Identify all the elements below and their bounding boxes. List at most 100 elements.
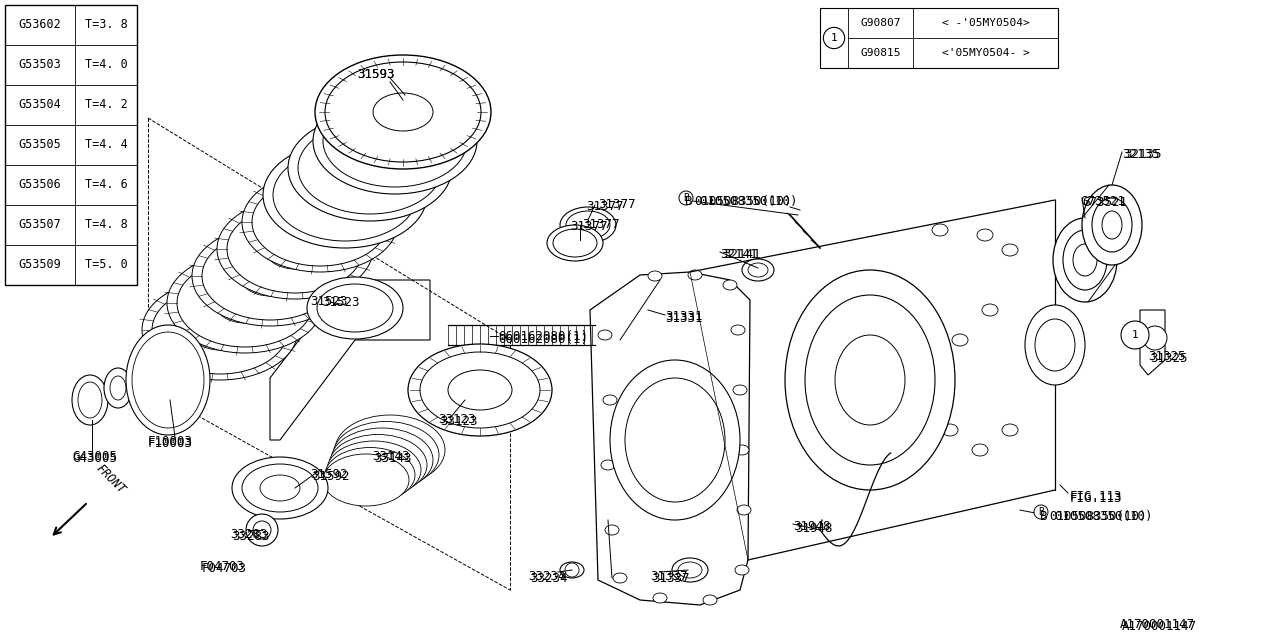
Text: 31523: 31523 bbox=[310, 295, 347, 308]
Ellipse shape bbox=[326, 441, 421, 499]
Text: F10003: F10003 bbox=[148, 435, 193, 448]
Circle shape bbox=[823, 28, 845, 49]
Text: A170001147: A170001147 bbox=[1120, 618, 1196, 631]
Ellipse shape bbox=[648, 271, 662, 281]
Text: 33123: 33123 bbox=[440, 415, 477, 428]
Circle shape bbox=[1121, 321, 1149, 349]
Ellipse shape bbox=[241, 256, 300, 296]
Text: 31337: 31337 bbox=[652, 572, 690, 585]
Text: 31377: 31377 bbox=[598, 198, 635, 211]
Ellipse shape bbox=[192, 226, 348, 326]
Ellipse shape bbox=[152, 286, 288, 374]
Text: 31331: 31331 bbox=[666, 312, 703, 325]
Text: 31377: 31377 bbox=[586, 200, 623, 213]
Text: F04703: F04703 bbox=[200, 560, 244, 573]
Ellipse shape bbox=[288, 115, 452, 221]
Ellipse shape bbox=[703, 595, 717, 605]
Ellipse shape bbox=[785, 270, 955, 490]
Ellipse shape bbox=[262, 142, 428, 248]
Text: B 010508350(10): B 010508350(10) bbox=[685, 195, 797, 208]
Ellipse shape bbox=[553, 229, 596, 257]
Text: 32141: 32141 bbox=[719, 248, 758, 261]
Ellipse shape bbox=[448, 370, 512, 410]
Ellipse shape bbox=[1082, 185, 1142, 265]
Text: F04703: F04703 bbox=[202, 562, 247, 575]
Ellipse shape bbox=[315, 176, 375, 214]
Text: 1: 1 bbox=[1132, 330, 1138, 340]
Ellipse shape bbox=[1102, 211, 1123, 239]
Text: 060162080(1): 060162080(1) bbox=[498, 330, 588, 343]
Circle shape bbox=[678, 191, 692, 205]
Ellipse shape bbox=[1053, 218, 1117, 302]
Ellipse shape bbox=[689, 270, 701, 280]
Ellipse shape bbox=[232, 457, 328, 519]
Text: 33143: 33143 bbox=[372, 450, 410, 463]
Text: G90807: G90807 bbox=[860, 18, 901, 28]
Ellipse shape bbox=[335, 415, 445, 485]
Text: 31523: 31523 bbox=[323, 296, 360, 309]
Text: T=3. 8: T=3. 8 bbox=[84, 19, 128, 31]
Ellipse shape bbox=[215, 283, 275, 323]
Text: B: B bbox=[684, 193, 689, 203]
Ellipse shape bbox=[110, 376, 125, 400]
Text: B: B bbox=[1038, 507, 1044, 517]
Text: < -'05MY0504>: < -'05MY0504> bbox=[942, 18, 1029, 28]
Text: T=5. 0: T=5. 0 bbox=[84, 259, 128, 271]
Text: T=4. 0: T=4. 0 bbox=[84, 58, 128, 72]
Text: G43005: G43005 bbox=[72, 450, 116, 463]
Ellipse shape bbox=[125, 325, 210, 435]
Ellipse shape bbox=[78, 382, 102, 418]
Ellipse shape bbox=[952, 334, 968, 346]
Ellipse shape bbox=[805, 295, 934, 465]
Ellipse shape bbox=[735, 445, 749, 455]
Ellipse shape bbox=[1002, 244, 1018, 256]
Text: 32135: 32135 bbox=[1123, 148, 1160, 161]
Text: 31592: 31592 bbox=[310, 468, 347, 481]
Ellipse shape bbox=[942, 424, 957, 436]
Circle shape bbox=[1143, 326, 1167, 350]
Ellipse shape bbox=[408, 344, 552, 436]
Ellipse shape bbox=[737, 505, 751, 515]
Text: A170001147: A170001147 bbox=[1123, 620, 1197, 633]
Ellipse shape bbox=[273, 149, 417, 241]
Text: 31592: 31592 bbox=[312, 470, 349, 483]
Text: F10003: F10003 bbox=[148, 437, 193, 450]
Bar bbox=[820, 8, 1059, 68]
Ellipse shape bbox=[420, 352, 540, 428]
Text: FRONT: FRONT bbox=[93, 461, 128, 496]
Ellipse shape bbox=[1025, 305, 1085, 385]
Ellipse shape bbox=[547, 225, 603, 261]
Text: T=4. 2: T=4. 2 bbox=[84, 99, 128, 111]
Ellipse shape bbox=[611, 360, 740, 520]
Text: 010508350(10): 010508350(10) bbox=[1050, 510, 1147, 523]
Circle shape bbox=[246, 514, 278, 546]
Ellipse shape bbox=[291, 202, 349, 242]
Ellipse shape bbox=[972, 444, 988, 456]
Ellipse shape bbox=[735, 565, 749, 575]
Ellipse shape bbox=[1036, 319, 1075, 371]
Ellipse shape bbox=[317, 284, 393, 332]
Ellipse shape bbox=[329, 435, 428, 495]
Text: 33283: 33283 bbox=[230, 528, 268, 541]
Ellipse shape bbox=[365, 122, 425, 160]
Ellipse shape bbox=[1073, 244, 1097, 276]
Text: 31337: 31337 bbox=[650, 570, 687, 583]
Ellipse shape bbox=[242, 464, 317, 512]
Text: 32135: 32135 bbox=[1124, 148, 1161, 161]
Text: G53509: G53509 bbox=[19, 259, 61, 271]
Text: 31377: 31377 bbox=[582, 218, 620, 231]
Ellipse shape bbox=[252, 178, 388, 266]
Ellipse shape bbox=[307, 277, 403, 339]
Ellipse shape bbox=[605, 525, 620, 535]
Ellipse shape bbox=[932, 224, 948, 236]
Ellipse shape bbox=[332, 428, 433, 492]
Ellipse shape bbox=[323, 454, 410, 506]
Text: 31325: 31325 bbox=[1148, 350, 1185, 363]
Text: 33283: 33283 bbox=[232, 530, 270, 543]
Text: 31593: 31593 bbox=[357, 68, 394, 81]
Text: 31325: 31325 bbox=[1149, 352, 1188, 365]
Ellipse shape bbox=[723, 280, 737, 290]
Ellipse shape bbox=[314, 88, 477, 194]
Ellipse shape bbox=[333, 422, 439, 488]
Ellipse shape bbox=[372, 93, 433, 131]
